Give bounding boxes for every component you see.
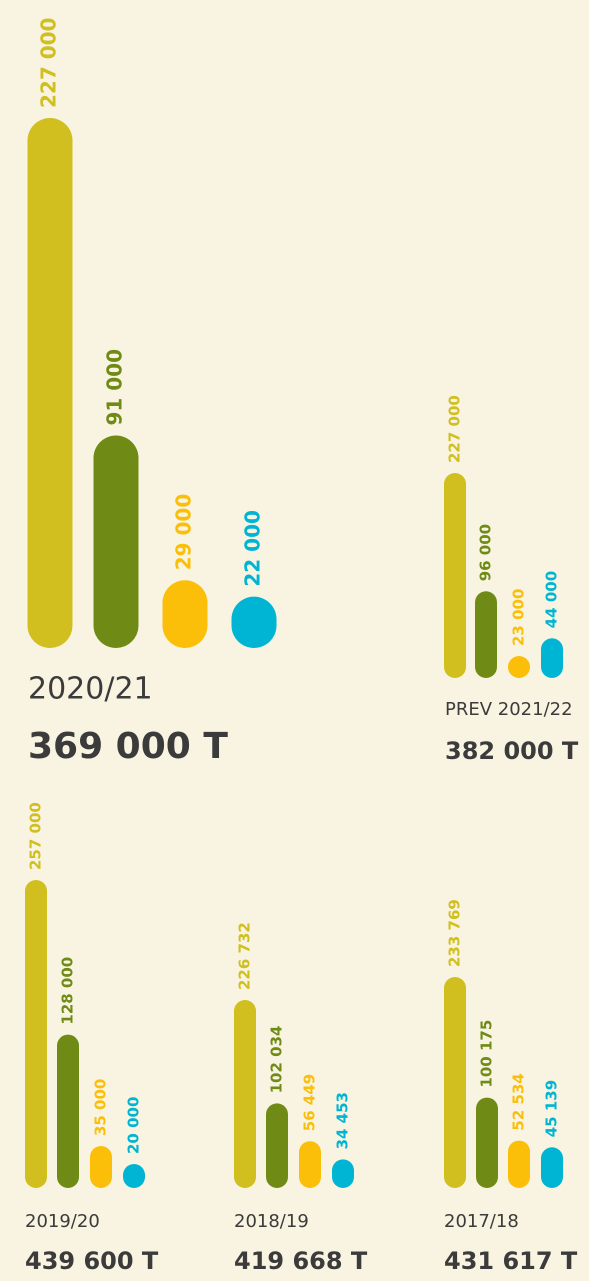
bar (57, 1034, 79, 1188)
value-label: 22 000 (241, 510, 265, 587)
value-label: 52 534 (510, 1073, 528, 1130)
chart-total: 419 668 T (234, 1247, 368, 1275)
value-label: 91 000 (103, 349, 127, 426)
bar (266, 1103, 288, 1188)
bar (93, 435, 139, 648)
chart-total: 439 600 T (25, 1247, 159, 1275)
value-label: 96 000 (477, 524, 495, 581)
value-label: 44 000 (543, 571, 561, 628)
value-label: 102 034 (268, 1026, 286, 1094)
value-label: 227 000 (37, 18, 61, 108)
bar (299, 1141, 321, 1188)
value-label: 45 139 (543, 1080, 561, 1137)
bar (475, 591, 497, 678)
chart-title: 2019/20 (25, 1211, 100, 1232)
bar (541, 638, 563, 678)
bar (508, 656, 530, 678)
bar (90, 1146, 112, 1188)
value-label: 226 732 (236, 922, 254, 990)
bar (476, 1097, 498, 1188)
chart-total: 369 000 T (28, 726, 228, 767)
value-label: 56 449 (301, 1074, 319, 1131)
bar (25, 880, 47, 1188)
bar (234, 1000, 256, 1188)
value-label: 128 000 (59, 957, 77, 1025)
bar (123, 1164, 145, 1188)
value-label: 227 000 (446, 395, 464, 463)
bar (332, 1159, 354, 1188)
bar (231, 596, 277, 648)
bar (27, 118, 73, 648)
value-label: 29 000 (172, 494, 196, 571)
value-label: 233 769 (446, 899, 464, 967)
chart-title: 2020/21 (28, 672, 153, 707)
chart-title: 2018/19 (234, 1211, 309, 1232)
bar (162, 580, 208, 648)
bar (541, 1147, 563, 1188)
value-label: 35 000 (92, 1079, 110, 1136)
chart-title: 2017/18 (444, 1211, 519, 1232)
value-label: 23 000 (510, 589, 528, 646)
value-label: 100 175 (478, 1020, 496, 1088)
value-label: 257 000 (27, 802, 45, 870)
chart-total: 431 617 T (444, 1247, 578, 1275)
chart-total: 382 000 T (445, 737, 579, 765)
bar (444, 977, 466, 1188)
bar (444, 473, 466, 678)
chart-title: PREV 2021/22 (445, 699, 573, 720)
bar (508, 1140, 530, 1188)
value-label: 20 000 (125, 1097, 143, 1154)
value-label: 34 453 (334, 1092, 352, 1149)
